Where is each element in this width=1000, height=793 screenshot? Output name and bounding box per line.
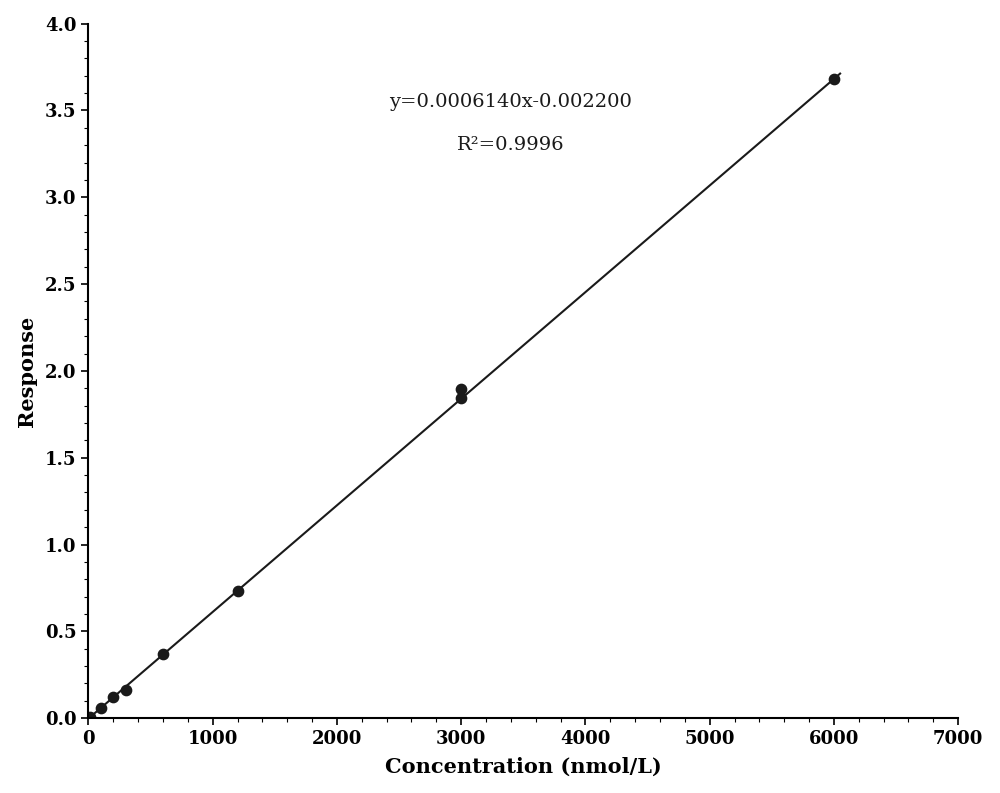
- Text: y=0.0006140x-0.002200: y=0.0006140x-0.002200: [389, 93, 632, 111]
- Point: [453, 383, 469, 396]
- Y-axis label: Response: Response: [17, 316, 37, 427]
- X-axis label: Concentration (nmol/L): Concentration (nmol/L): [385, 757, 662, 776]
- Point: [105, 691, 121, 703]
- Point: [453, 392, 469, 404]
- Point: [155, 648, 171, 661]
- Point: [826, 73, 842, 86]
- Point: [118, 684, 134, 696]
- Point: [230, 584, 246, 597]
- Point: [93, 702, 109, 714]
- Point: [82, 711, 98, 724]
- Text: R²=0.9996: R²=0.9996: [457, 136, 565, 154]
